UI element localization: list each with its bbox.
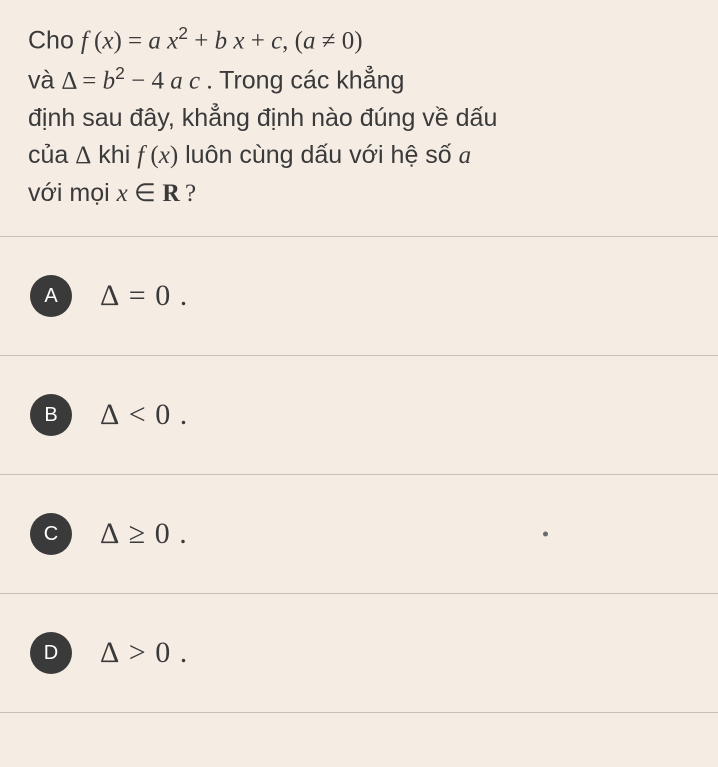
question-line-4: của Δ khi f (x) luôn cùng dấu với hệ số … bbox=[28, 137, 690, 175]
option-expr-a: Δ = 0 . bbox=[100, 279, 188, 313]
option-expr-c: Δ ≥ 0 . bbox=[100, 517, 188, 551]
answer-option-a[interactable]: A Δ = 0 . bbox=[0, 237, 718, 356]
answer-option-c[interactable]: C Δ ≥ 0 . bbox=[0, 475, 718, 594]
option-expr-b: Δ < 0 . bbox=[100, 398, 188, 432]
answer-option-d[interactable]: D Δ > 0 . bbox=[0, 594, 718, 713]
question-line-1: Cho f (x) = a x2 + b x + c, (a ≠ 0) bbox=[28, 20, 690, 60]
question-text: Cho f (x) = a x2 + b x + c, (a ≠ 0) và Δ… bbox=[28, 20, 690, 212]
option-badge-c: C bbox=[30, 513, 72, 555]
question-line-3: định sau đây, khẳng định nào đúng về dấu bbox=[28, 100, 690, 138]
option-expr-d: Δ > 0 . bbox=[100, 636, 188, 670]
stray-dot-icon bbox=[543, 532, 548, 537]
option-badge-b: B bbox=[30, 394, 72, 436]
question-block: Cho f (x) = a x2 + b x + c, (a ≠ 0) và Δ… bbox=[0, 0, 718, 237]
option-badge-d: D bbox=[30, 632, 72, 674]
question-line-5: với mọi x ∈ R ? bbox=[28, 175, 690, 213]
answer-option-b[interactable]: B Δ < 0 . bbox=[0, 356, 718, 475]
question-line-2: và Δ = b2 − 4 a c . Trong các khẳng bbox=[28, 60, 690, 100]
option-badge-a: A bbox=[30, 275, 72, 317]
